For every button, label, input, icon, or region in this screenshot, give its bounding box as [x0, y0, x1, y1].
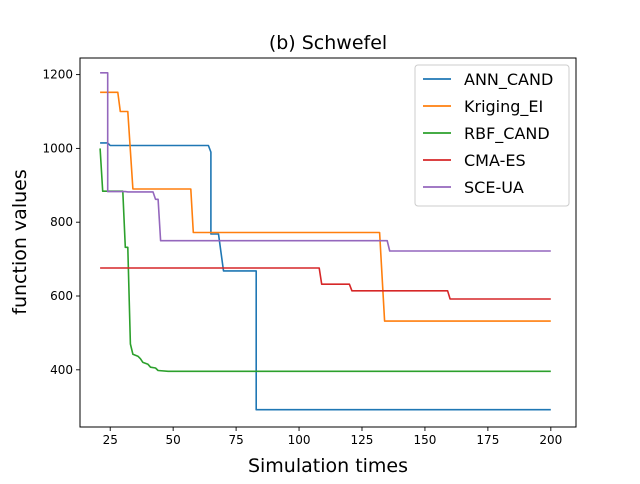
- x-tick-label: 25: [103, 433, 118, 447]
- x-axis-label: Simulation times: [248, 455, 408, 477]
- y-tick-label: 600: [50, 289, 73, 303]
- chart-title: (b) Schwefel: [269, 32, 387, 54]
- legend-label: ANN_CAND: [464, 70, 553, 90]
- y-tick-label: 1000: [42, 141, 73, 155]
- x-tick-label: 100: [288, 433, 311, 447]
- plot-frame: [79, 57, 577, 428]
- y-tick-label: 400: [50, 363, 73, 377]
- legend-label: SCE-UA: [464, 178, 524, 197]
- series-line-cma-es: [100, 267, 551, 300]
- series-lines: [99, 72, 551, 411]
- x-tick-label: 200: [539, 433, 562, 447]
- legend-label: CMA-ES: [464, 151, 526, 170]
- legend-box: [414, 64, 570, 207]
- y-axis-label: function values: [9, 169, 31, 314]
- x-tick-label: 150: [413, 433, 436, 447]
- x-tick-label: 75: [228, 433, 243, 447]
- legend-label: RBF_CAND: [464, 124, 550, 144]
- y-axis-ticks: 400 600 800 1000 1200: [42, 68, 80, 377]
- y-tick-label: 800: [50, 215, 73, 229]
- series-line-sce-ua: [100, 72, 551, 252]
- series-line-kriging-ei: [100, 91, 551, 322]
- y-tick-label: 1200: [42, 68, 73, 82]
- x-tick-label: 175: [476, 433, 499, 447]
- series-line-rbf-cand: [99, 148, 551, 373]
- legend-label: Kriging_EI: [464, 97, 543, 117]
- x-tick-label: 125: [351, 433, 374, 447]
- x-tick-label: 50: [166, 433, 181, 447]
- x-axis-ticks: 25 50 75 100 125 150 175 200: [103, 427, 562, 447]
- series-line-ann-cand: [100, 142, 551, 411]
- legend: ANN_CAND Kriging_EI RBF_CAND CMA-ES SCE-UA: [414, 64, 570, 207]
